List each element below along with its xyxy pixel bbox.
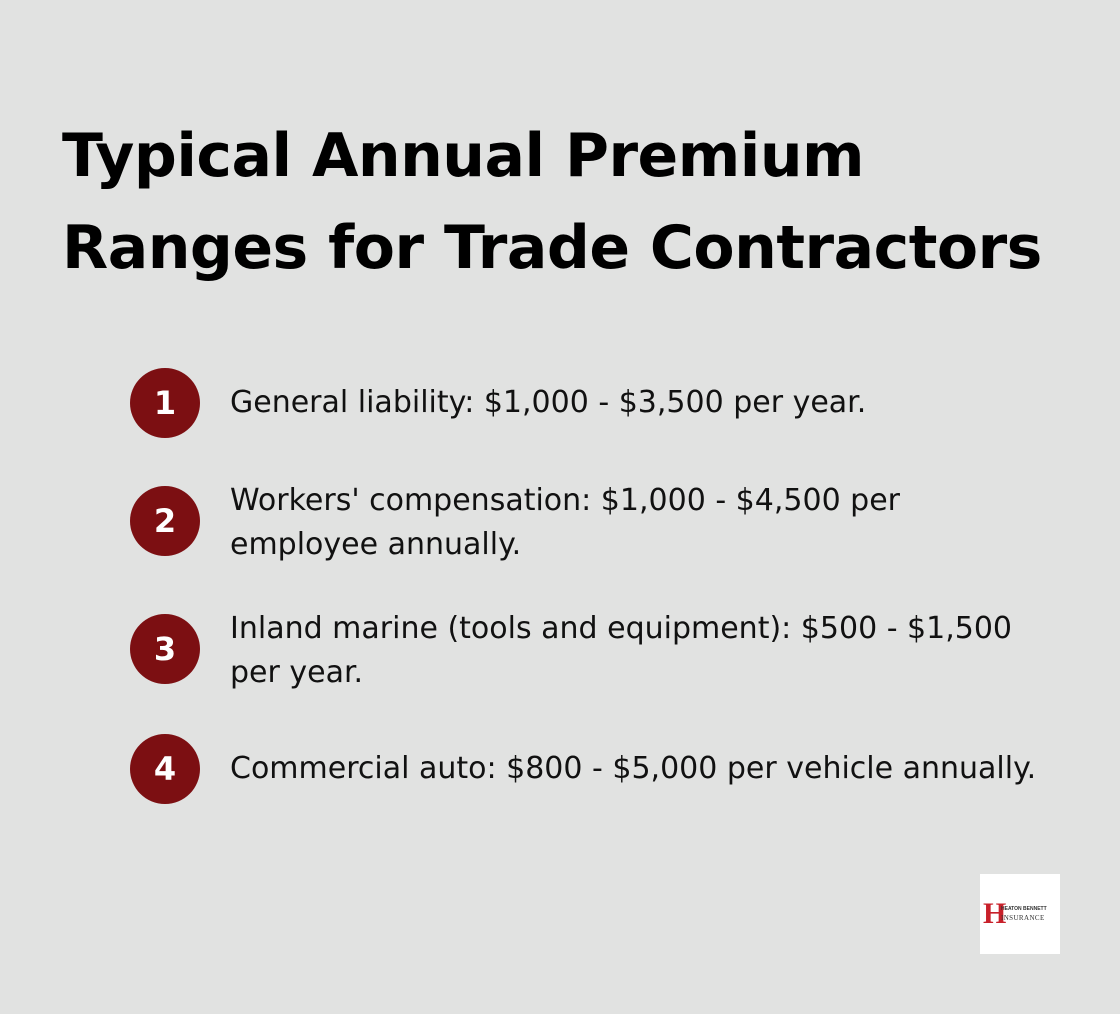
list-item-text: Commercial auto: $800 - $5,000 per vehic… (230, 751, 1037, 786)
logo-letter: H (983, 897, 1007, 930)
number-badge: 3 (130, 614, 200, 684)
list-item-text: Inland marine (tools and equipment): $50… (230, 611, 1013, 690)
logo-company-name: HEATON BENNETT (1001, 906, 1047, 912)
number-badge: 1 (130, 368, 200, 438)
logo-insurance-text: INSURANCE (1001, 914, 1045, 922)
number-badge: 4 (130, 734, 200, 804)
page-title: Typical Annual Premium Ranges for Trade … (62, 121, 1042, 283)
number-badge: 2 (130, 486, 200, 556)
list-item-text: General liability: $1,000 - $3,500 per y… (230, 385, 867, 420)
list-item-text: Workers' compensation: $1,000 - $4,500 p… (230, 483, 901, 562)
company-logo: H HEATON BENNETT INSURANCE (980, 874, 1060, 954)
